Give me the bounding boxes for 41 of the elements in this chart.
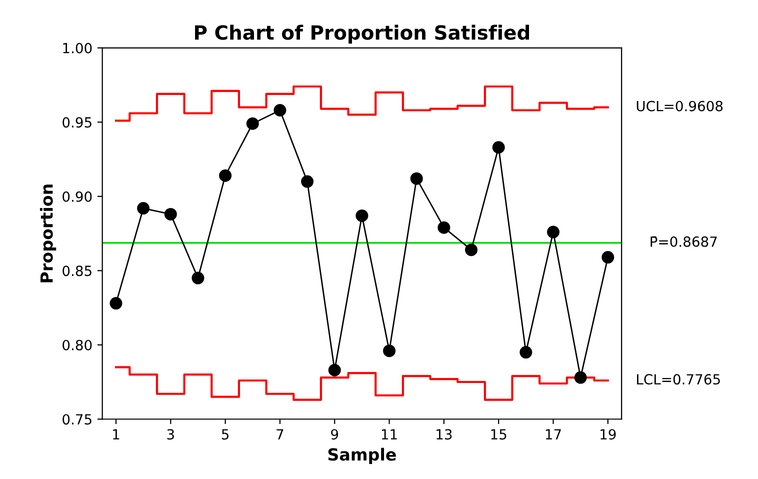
point xyxy=(356,209,368,222)
x-tick-label: 15 xyxy=(491,429,506,440)
point xyxy=(274,104,286,117)
point xyxy=(438,221,450,234)
point xyxy=(383,344,396,358)
x-tick-label: 3 xyxy=(167,429,174,440)
point xyxy=(574,371,587,384)
ref-line-label: P̄=0.8687 xyxy=(650,236,717,247)
x-tick-label: 13 xyxy=(436,429,452,440)
x-tick-label: 9 xyxy=(331,429,338,440)
x-tick-label: 5 xyxy=(222,429,229,440)
text: LCL=0.7765 xyxy=(637,374,720,385)
y-tick-label: 0.80 xyxy=(62,340,92,350)
point xyxy=(246,117,259,130)
point xyxy=(137,202,150,215)
text: UCL=0.9608 xyxy=(636,100,723,112)
point xyxy=(164,208,177,220)
y-tick-label: 1.00 xyxy=(63,42,92,54)
point xyxy=(110,297,122,310)
x-tick-label: 19 xyxy=(600,429,616,440)
y-tick-label: 0.75 xyxy=(62,414,92,425)
point xyxy=(602,251,614,264)
x-tick-label: 11 xyxy=(382,429,397,440)
point xyxy=(520,346,532,359)
point xyxy=(219,169,232,182)
x-tick-label: 17 xyxy=(546,429,561,440)
point xyxy=(465,244,478,256)
x-tick-label: 7 xyxy=(276,429,284,440)
x-tick-label: 1 xyxy=(113,429,120,440)
point xyxy=(492,141,505,154)
y-axis-title: Proportion xyxy=(40,184,56,282)
chart-title: P Chart of Proportion Satisfied xyxy=(195,24,530,44)
y-tick-label: 0.90 xyxy=(62,191,92,202)
y-tick-label: 0.95 xyxy=(62,117,92,128)
y-tick-label: 0.85 xyxy=(62,266,92,276)
point xyxy=(410,172,423,185)
point xyxy=(328,364,341,376)
point xyxy=(192,272,204,284)
point xyxy=(301,175,314,188)
x-axis-title: Sample xyxy=(328,448,396,464)
point xyxy=(546,226,560,238)
